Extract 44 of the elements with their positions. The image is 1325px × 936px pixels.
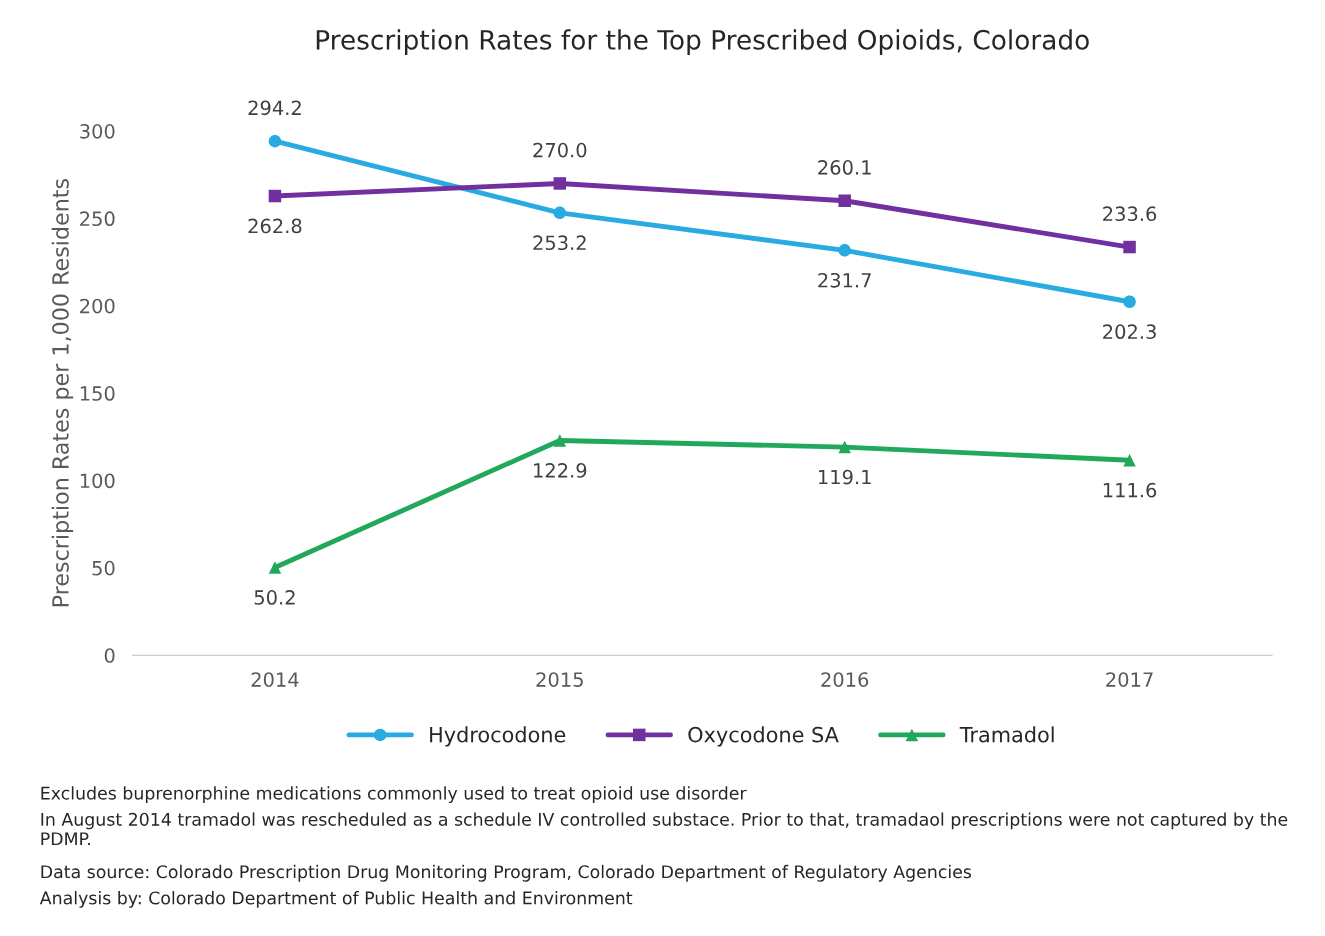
point [1123, 240, 1136, 254]
point [268, 134, 282, 148]
point [553, 206, 567, 220]
data-label: 233.6 [1103, 206, 1157, 222]
y-tick-label: 50 [92, 560, 115, 576]
y-tick-label: 200 [80, 298, 115, 314]
data-label: 262.8 [248, 218, 302, 234]
point [1123, 295, 1136, 308]
point [1123, 453, 1136, 467]
data-label: 122.9 [534, 463, 587, 478]
chart-title: Prescription Rates for the Top Prescribed Opioids, Colorado [316, 29, 1089, 55]
legend-label: Hydrocodone [430, 726, 566, 747]
y-tick-label: 300 [80, 124, 115, 139]
data-label: 202.3 [1103, 324, 1156, 340]
text: Analysis by: Colorado Department of Public Health and Environment [39, 891, 633, 908]
data-label: 111.6 [1103, 482, 1157, 498]
source-note: Data source: Colorado Prescription Drug Monitoring Program, Colorado Department of Regulatory Agencies [41, 864, 972, 882]
data-label: 270.0 [533, 142, 587, 158]
data-label: 119.1 [818, 469, 871, 485]
point [838, 244, 851, 257]
legend-label: Oxycodone SA [688, 726, 839, 747]
data-label: 231.7 [818, 272, 871, 288]
x-tick-label: 2017 [1106, 672, 1153, 687]
text: Excludes buprenorphine medications commonly used to treat opioid use disorder [41, 786, 747, 804]
text: In August 2014 tramadol was rescheduled as a schedule IV controlled substace. Prior to that, tramadaol prescriptions were not captured by the PDMP. [41, 812, 1288, 846]
point [268, 561, 282, 574]
y-tick-label: 150 [80, 386, 115, 401]
x-tick-label: 2016 [821, 672, 869, 687]
point [838, 440, 851, 454]
y-tick-label: 0 [104, 648, 115, 663]
y-axis-title: Prescription Rates per 1,000 Residents [51, 178, 74, 607]
data-label: 294.2 [248, 100, 301, 116]
point [838, 194, 851, 207]
legend-label: Tramadol [959, 726, 1054, 743]
point [268, 189, 282, 203]
x-tick-label: 2015 [536, 672, 583, 687]
y-tick-label: 250 [80, 211, 115, 227]
point [553, 434, 567, 447]
data-label: 50.2 [254, 590, 295, 605]
point [553, 177, 567, 190]
x-tick-label: 2014 [251, 672, 299, 687]
data-label: 253.2 [533, 235, 586, 251]
data-label: 260.1 [818, 160, 871, 175]
y-tick-label: 100 [80, 473, 115, 489]
